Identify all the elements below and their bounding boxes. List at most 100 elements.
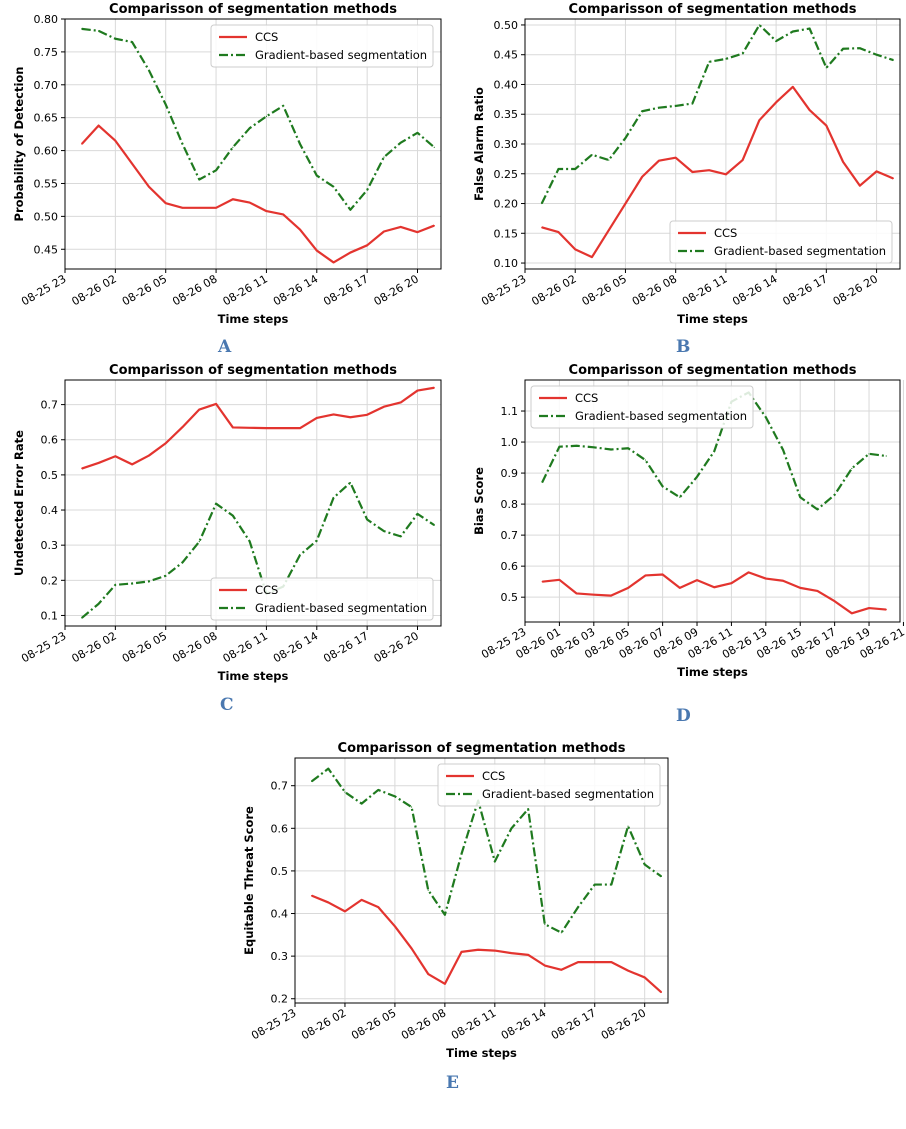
y-axis-label: False Alarm Ratio <box>472 87 486 201</box>
data-point <box>316 249 318 252</box>
data-point <box>366 518 368 521</box>
data-point <box>842 161 844 163</box>
data-point <box>627 970 629 972</box>
data-point <box>215 207 217 209</box>
legend-label-ccs: CCS <box>714 226 737 240</box>
y-tick-label: 1.1 <box>501 405 519 418</box>
data-point <box>311 780 313 783</box>
data-point <box>593 446 595 448</box>
data-point <box>494 949 496 952</box>
y-tick-label: 0.2 <box>41 574 59 587</box>
data-point <box>708 61 710 63</box>
data-point <box>851 467 853 470</box>
y-tick-label: 0.7 <box>271 780 289 793</box>
data-point <box>332 497 335 499</box>
data-point <box>433 387 435 389</box>
data-point <box>265 115 268 117</box>
data-point <box>131 163 133 165</box>
data-point <box>560 932 563 934</box>
data-point <box>558 446 561 448</box>
data-point <box>361 802 363 805</box>
data-point <box>165 442 167 444</box>
legend-label-ccs: CCS <box>255 583 278 597</box>
legend-box <box>530 385 754 429</box>
data-point <box>282 427 284 429</box>
data-point <box>859 185 861 187</box>
data-point <box>658 160 660 162</box>
legend-box <box>210 577 434 621</box>
data-point <box>696 476 698 478</box>
data-point <box>851 612 853 614</box>
y-tick-label: 0.55 <box>34 177 59 190</box>
x-tick-label: 08-26 14 <box>271 272 320 308</box>
x-tick-label: 08-26 05 <box>120 272 169 308</box>
data-point <box>576 592 578 595</box>
data-point <box>541 226 543 228</box>
x-tick-label: 08-25 23 <box>19 629 68 665</box>
data-point <box>591 256 593 258</box>
x-tick-label: 08-26 11 <box>680 272 729 308</box>
x-tick-label: 08-26 05 <box>349 1006 398 1042</box>
chart-panel-c: 0.10.20.30.40.50.60.708-25 23 08-26 02 08-… <box>12 363 442 683</box>
data-point <box>366 189 368 191</box>
data-point <box>660 991 662 993</box>
y-tick-label: 0.30 <box>494 138 519 151</box>
y-tick-label: 0.35 <box>494 108 519 121</box>
x-tick-label: 08-26 17 <box>549 1006 598 1042</box>
data-point <box>577 906 579 908</box>
x-tick-label: 08-26 11 <box>449 1006 498 1042</box>
x-tick-label: 08-26 02 <box>70 272 119 308</box>
data-point <box>148 580 150 582</box>
legend-box <box>210 24 434 68</box>
data-point <box>658 107 660 109</box>
data-point <box>577 961 579 963</box>
data-point <box>148 186 150 188</box>
data-point <box>792 30 794 33</box>
data-point <box>316 417 318 419</box>
data-point <box>81 143 83 145</box>
data-point <box>410 947 413 950</box>
data-point <box>808 109 811 111</box>
x-tick-label: 08-26 11 <box>221 629 270 665</box>
data-point <box>97 124 100 127</box>
chart-title: Comparisson of segmentation methods <box>338 741 626 756</box>
data-point <box>282 105 284 107</box>
legend-label-gradient: Gradient-based segmentation <box>255 601 427 615</box>
x-tick-label: 08-26 20 <box>599 1006 648 1042</box>
data-point <box>576 445 578 447</box>
series-line-ccs <box>80 124 435 264</box>
y-tick-label: 0.25 <box>494 168 519 181</box>
panel-label-b: B <box>676 337 691 357</box>
data-point <box>433 146 435 148</box>
y-axis-label: Undetected Error Rate <box>12 430 26 576</box>
data-point <box>713 586 715 588</box>
data-point <box>541 581 543 583</box>
data-point <box>885 455 887 457</box>
data-point <box>775 101 777 103</box>
data-point <box>868 607 870 609</box>
x-tick-label: 08-26 05 <box>580 272 629 308</box>
y-tick-label: 0.3 <box>41 539 59 552</box>
data-point <box>460 951 463 953</box>
legend-label-gradient: Gradient-based segmentation <box>714 244 886 258</box>
data-point <box>691 102 694 105</box>
x-tick-label: 08-26 20 <box>372 629 421 665</box>
legend-label-ccs: CCS <box>255 30 278 44</box>
data-point <box>383 406 385 408</box>
data-point <box>299 427 301 429</box>
panel-label-c: C <box>220 695 234 715</box>
y-tick-label: 0.50 <box>494 19 519 32</box>
data-point <box>627 587 629 589</box>
data-point <box>427 889 429 891</box>
x-tick-label: 08-26 17 <box>321 629 370 665</box>
data-point <box>594 883 596 886</box>
data-point <box>641 176 643 178</box>
y-tick-label: 0.40 <box>494 78 519 91</box>
data-point <box>834 494 836 496</box>
y-tick-label: 0.20 <box>494 198 519 211</box>
data-point <box>792 86 794 88</box>
x-tick-label: 08-26 14 <box>271 629 320 665</box>
data-point <box>400 142 402 144</box>
data-point <box>131 463 133 465</box>
